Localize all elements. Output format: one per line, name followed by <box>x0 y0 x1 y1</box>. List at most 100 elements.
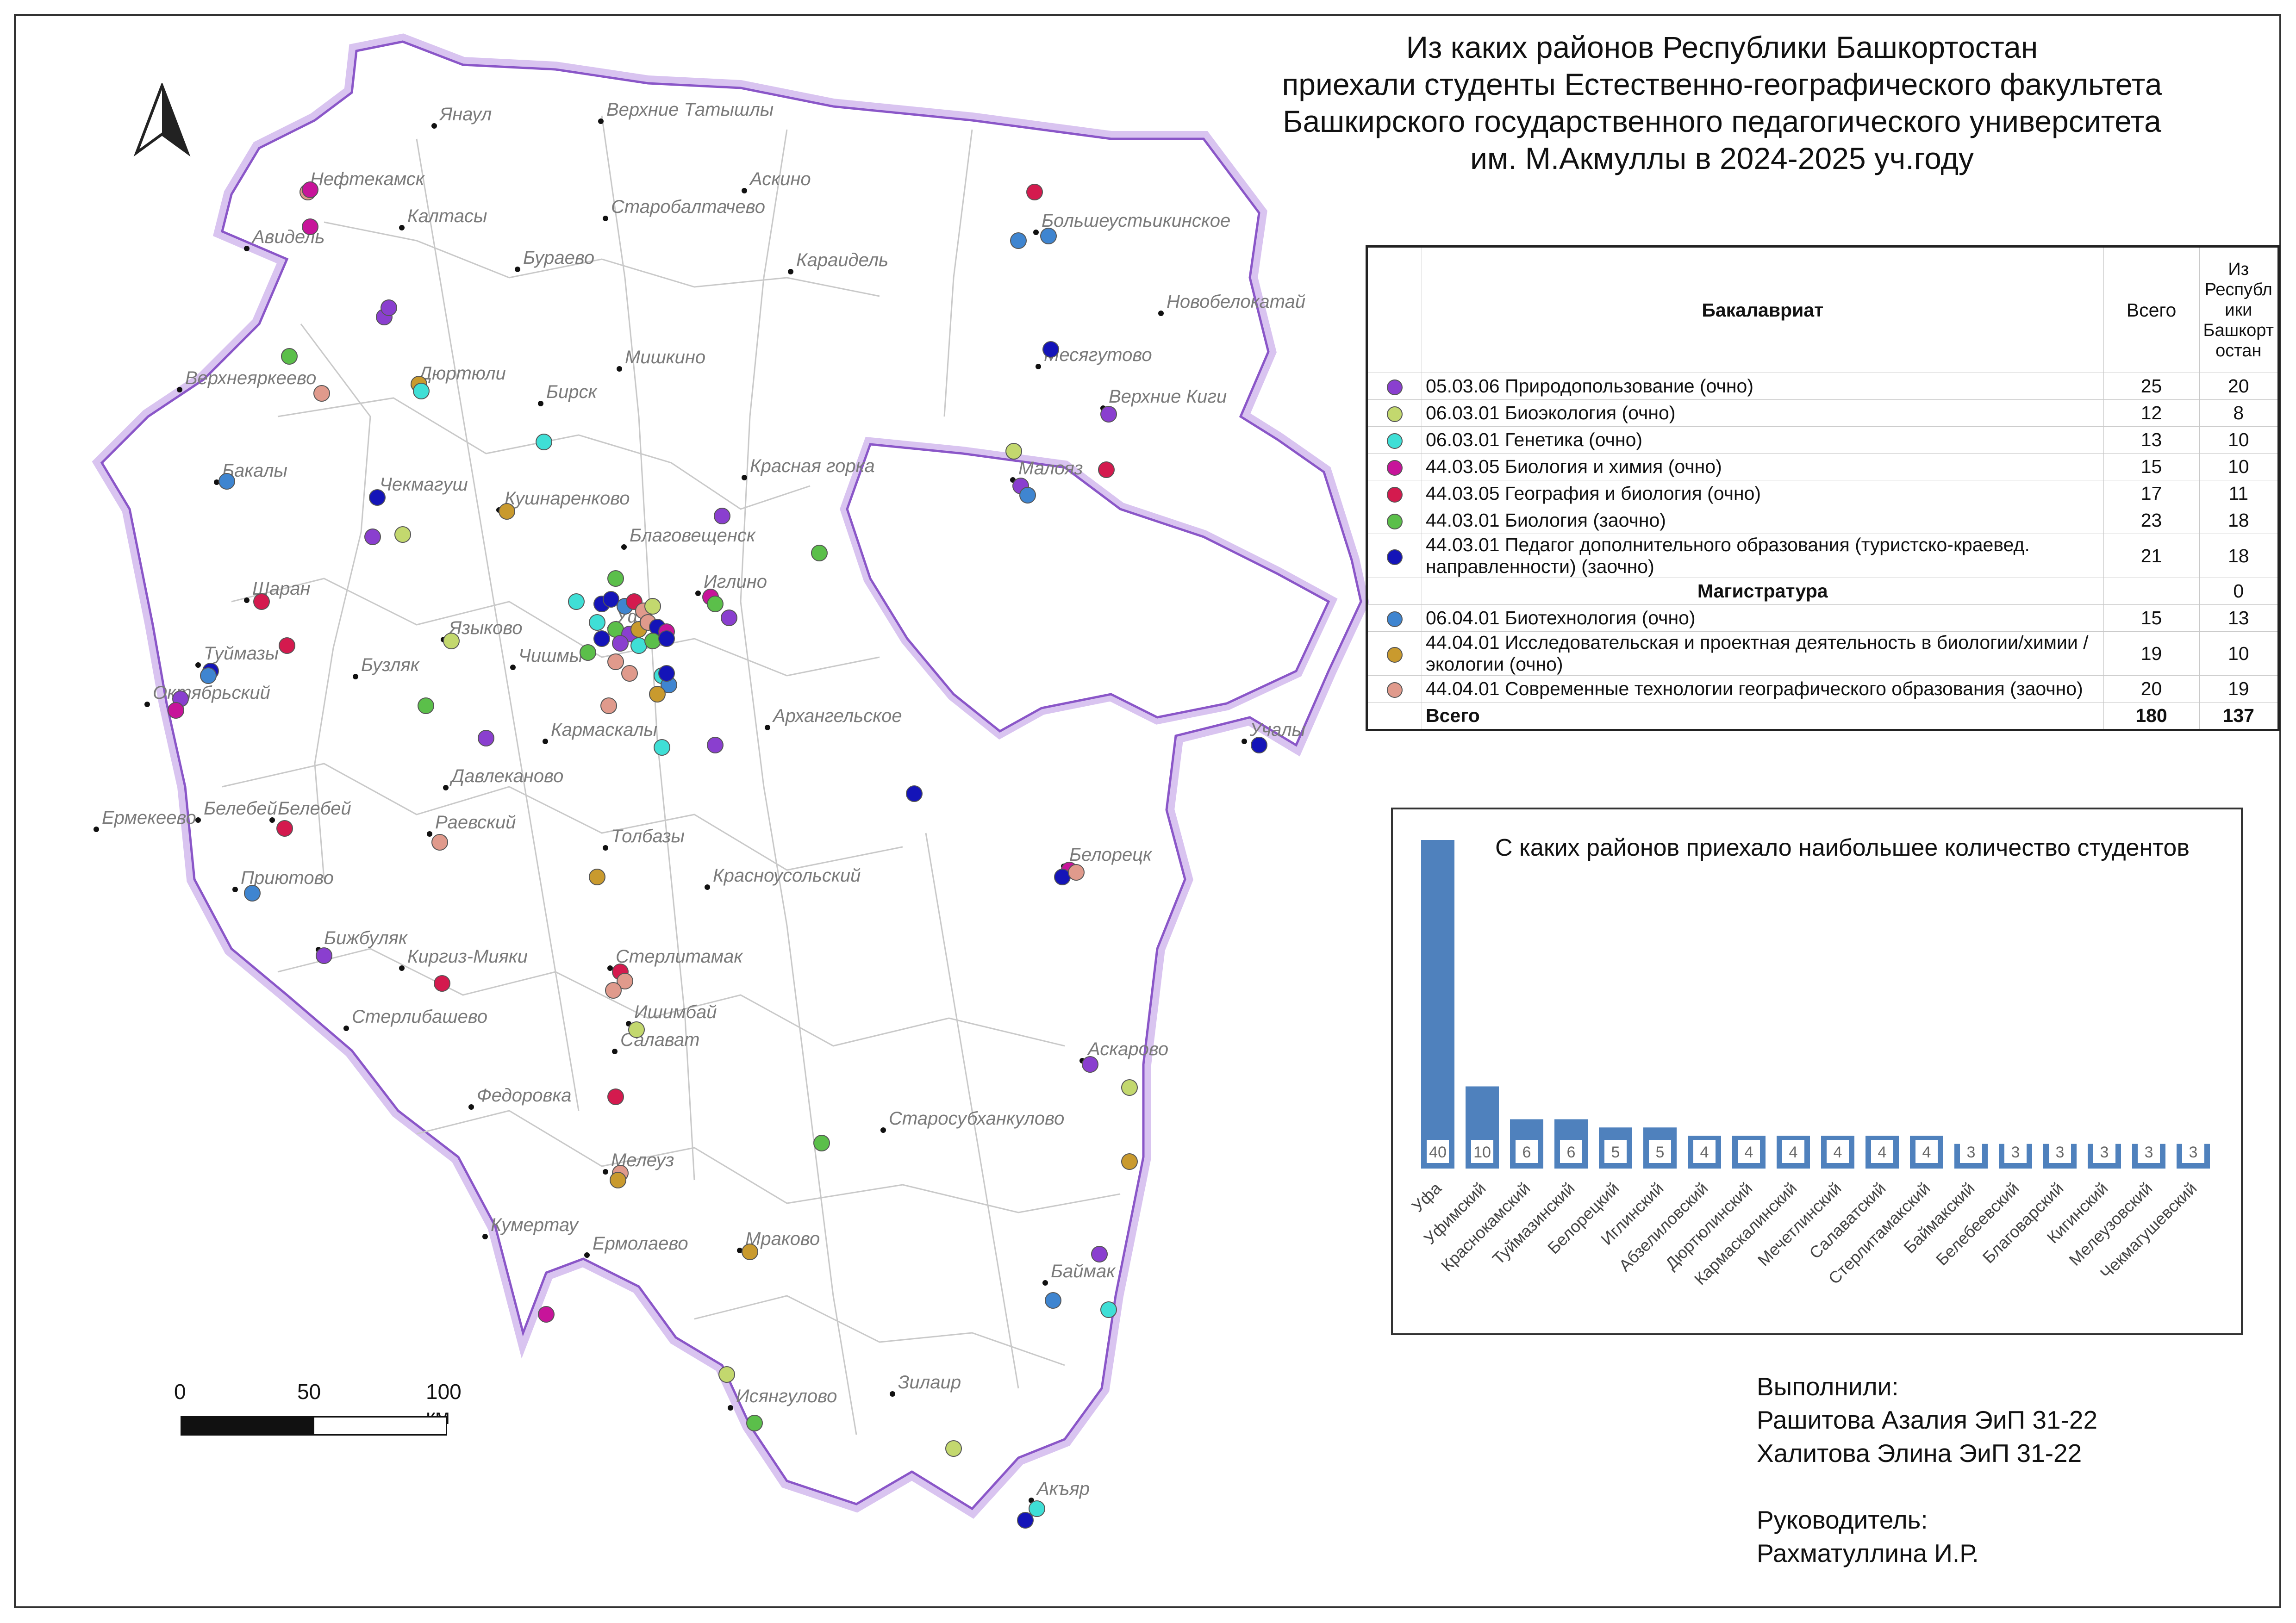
student-dot <box>168 702 184 719</box>
student-dot <box>1029 1500 1045 1517</box>
city-label: Иглино <box>704 572 767 592</box>
city-label: Караидель <box>796 250 888 270</box>
data-label: 3 <box>2011 1144 2020 1161</box>
data-label: 3 <box>2189 1144 2198 1161</box>
legend-symbol <box>1366 631 1422 676</box>
legend-dot-icon <box>1387 611 1403 628</box>
city-marker <box>1033 230 1039 235</box>
legend-republic-value: 18 <box>2199 534 2279 578</box>
student-dot <box>364 529 381 545</box>
city-marker <box>177 387 182 392</box>
data-label-box <box>1693 1140 1716 1163</box>
legend-symbol <box>1366 373 1422 400</box>
city-marker <box>621 544 627 550</box>
student-dot <box>1026 184 1043 200</box>
city-label: Зилаир <box>898 1372 961 1393</box>
student-dot <box>276 820 293 837</box>
data-label: 3 <box>2056 1144 2065 1161</box>
legend-total-value: 12 <box>2103 399 2200 427</box>
student-dot <box>607 621 624 638</box>
student-dot <box>658 630 675 647</box>
student-dot <box>244 885 261 902</box>
city-marker <box>353 674 358 679</box>
city-label: Чишмы <box>518 646 583 666</box>
data-label-box <box>2049 1140 2071 1163</box>
legend-header-row: Бакалавриат Всего Из Республ ики Башкорт ост… <box>1366 246 2279 373</box>
city-marker <box>1158 311 1164 316</box>
student-dot <box>580 644 596 661</box>
legend-row: 44.04.01 Исследовательская и проектная д… <box>1366 631 2279 676</box>
city-label: Белебей <box>278 798 351 819</box>
legend-republic-value: 19 <box>2199 675 2279 703</box>
city-label: Архангельское <box>772 706 902 726</box>
city-marker <box>603 216 608 221</box>
city-label: Мишкино <box>625 347 705 367</box>
student-dot <box>253 593 270 610</box>
legend-table: Бакалавриат Всего Из Республ ики Башкорт ост… <box>1366 245 2280 731</box>
legend-dot-icon <box>1387 487 1403 503</box>
chart-frame <box>1391 808 2243 1335</box>
data-label-box <box>1516 1140 1538 1163</box>
student-dot <box>1042 341 1059 358</box>
data-label-box <box>1427 1140 1449 1163</box>
legend-body: 05.03.06 Природопользование (очно) 25 20 06… <box>1366 373 2279 730</box>
city-label: Исянгулово <box>736 1386 837 1406</box>
legend-dot-icon <box>1387 406 1403 423</box>
legend-dot-icon <box>1387 379 1403 396</box>
city-label: Федоровка <box>477 1085 571 1106</box>
student-dot <box>593 630 610 647</box>
student-dot <box>568 593 585 610</box>
city-label: Дюртюли <box>417 363 506 384</box>
legend-program-label: 44.04.01 Исследовательская и проектная д… <box>1422 631 2104 676</box>
city-label: Мраково <box>745 1229 820 1249</box>
legend-dot-icon <box>1387 647 1403 663</box>
student-dot <box>443 633 460 649</box>
legend-magistracy-label: Магистратура <box>1422 578 2104 605</box>
city-marker <box>737 1248 742 1253</box>
city-marker <box>94 827 99 832</box>
legend-row: 06.03.01 Биоэкология (очно) 12 8 <box>1366 399 2279 427</box>
legend-program-label: 44.03.05 География и биология (очно) <box>1422 480 2104 507</box>
city-label: Ермолаево <box>593 1233 688 1254</box>
city-label: Баймак <box>1051 1261 1116 1281</box>
city-marker <box>695 591 701 596</box>
data-label: 4 <box>1878 1144 1887 1161</box>
student-dot <box>658 665 675 682</box>
city-label: Верхние Татышлы <box>606 99 774 120</box>
scale-segment-black <box>181 1416 316 1436</box>
data-label: 4 <box>1789 1144 1798 1161</box>
student-dot <box>1010 232 1027 249</box>
legend-total-value: 25 <box>2103 373 2200 400</box>
student-dot <box>218 473 235 490</box>
city-label: Новобелокатай <box>1167 292 1305 312</box>
legend-row: 44.03.01 Биология (заочно) 23 18 <box>1366 507 2279 534</box>
data-label-box <box>2138 1140 2160 1163</box>
data-label: 4 <box>1745 1144 1753 1161</box>
legend-symbol <box>1366 675 1422 703</box>
city-marker <box>728 1405 733 1411</box>
data-label: 40 <box>1429 1144 1447 1161</box>
student-dot <box>600 697 617 714</box>
city-marker <box>195 662 201 668</box>
city-marker <box>742 475 747 480</box>
legend-dot-icon <box>1387 433 1403 449</box>
student-dot <box>1100 1301 1117 1318</box>
city-label: Красноусольский <box>713 865 861 886</box>
city-label: Акъяр <box>1036 1479 1090 1499</box>
student-dot <box>200 667 217 684</box>
data-label-box <box>1915 1140 1938 1163</box>
credits-line-5: Руководитель: <box>1757 1505 1928 1534</box>
student-dot <box>644 598 661 615</box>
student-dot <box>1251 737 1267 753</box>
student-dot <box>628 1021 645 1038</box>
legend-magistracy-row: Магистратура 0 <box>1366 578 2279 605</box>
student-dot <box>811 545 828 561</box>
north-arrow-icon <box>133 83 191 157</box>
city-label: Калтасы <box>407 206 487 226</box>
student-dot <box>906 785 923 802</box>
legend-program-label: 05.03.06 Природопользование (очно) <box>1422 373 2104 400</box>
data-label: 5 <box>1611 1144 1620 1161</box>
city-marker <box>1042 1280 1048 1286</box>
data-label-box <box>1782 1140 1804 1163</box>
legend-row: 44.03.05 География и биология (очно) 17 11 <box>1366 480 2279 507</box>
